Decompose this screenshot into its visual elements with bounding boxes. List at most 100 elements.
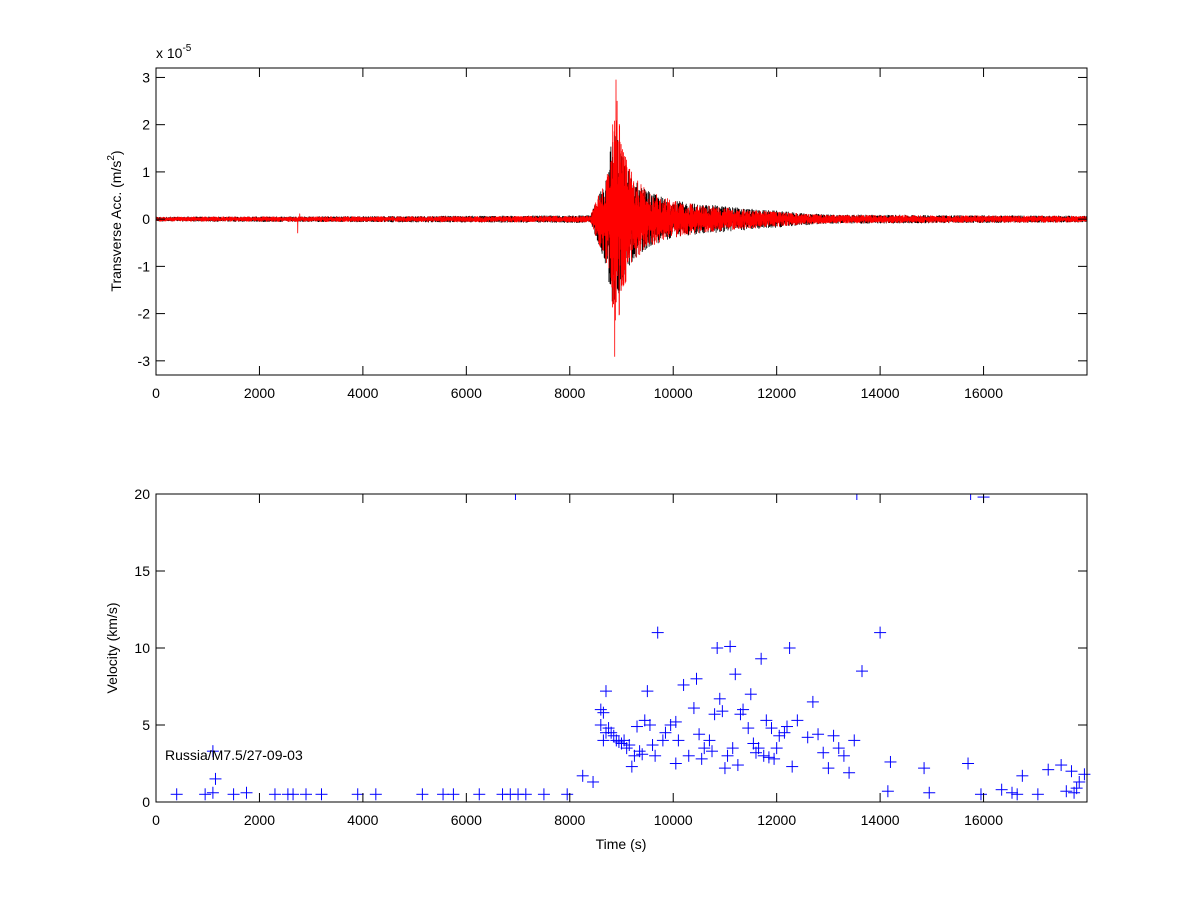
velocity-point — [1068, 786, 1081, 799]
velocity-point — [170, 788, 183, 801]
velocity-point — [437, 788, 450, 801]
velocity-point — [747, 737, 760, 750]
y-tick-label: -3 — [138, 353, 151, 369]
velocity-point — [1065, 765, 1078, 778]
x-tick-label: 2000 — [244, 812, 275, 828]
velocity-point — [806, 695, 819, 708]
y-tick-label: 10 — [134, 640, 150, 656]
velocity-point — [682, 749, 695, 762]
exponent-power: -5 — [182, 43, 191, 54]
y-tick-label: 0 — [142, 211, 150, 227]
velocity-point — [781, 720, 794, 733]
acceleration-panel: 0 2000 4000 6000 8000 10000 12000 14000 16000 -3 -… — [106, 43, 1088, 401]
y-tick-label: -1 — [138, 258, 151, 274]
velocity-point — [783, 642, 796, 654]
velocity-point — [638, 714, 651, 727]
velocity-point — [731, 759, 744, 772]
velocity-point — [209, 772, 222, 785]
velocity-point — [646, 739, 659, 752]
x-tick-label: 12000 — [757, 385, 796, 401]
velocity-point — [561, 788, 574, 801]
event-annotation: Russia/M7.5/27-09-03 — [165, 747, 303, 763]
velocity-point — [447, 788, 460, 801]
velocity-point — [651, 626, 664, 639]
velocity-point — [726, 742, 739, 755]
ylabel-superscript: 2 — [106, 155, 117, 161]
velocity-point — [718, 762, 731, 775]
velocity-point — [778, 726, 791, 739]
velocity-point — [602, 722, 615, 735]
velocity-point — [884, 755, 897, 768]
velocity-point — [734, 708, 747, 721]
velocity-point — [287, 788, 300, 801]
velocity-point — [791, 714, 804, 727]
velocity-point — [721, 749, 734, 762]
velocity-point — [757, 749, 770, 762]
velocity-point — [1011, 788, 1024, 801]
velocity-point — [765, 722, 778, 735]
velocity-point — [299, 788, 312, 801]
velocity-point — [620, 742, 633, 755]
velocity-point — [605, 726, 618, 739]
ylabel-close: ) — [108, 150, 124, 155]
velocity-point — [612, 735, 625, 748]
velocity-point — [716, 705, 729, 718]
velocity-point — [519, 788, 532, 801]
velocity-point — [762, 751, 775, 764]
velocity-point — [576, 769, 589, 782]
velocity-point — [623, 739, 636, 752]
velocity-point — [837, 749, 850, 762]
velocity-point — [1016, 769, 1029, 782]
velocity-point — [848, 734, 861, 747]
velocity-point — [974, 788, 987, 801]
velocity-point — [786, 760, 799, 773]
velocity-point — [537, 788, 550, 801]
x-tick-label: 10000 — [654, 812, 693, 828]
velocity-point — [643, 719, 656, 731]
velocity-point — [708, 708, 721, 721]
velocity-point — [618, 734, 631, 747]
y-tick-label: 20 — [134, 486, 150, 502]
velocity-point — [641, 685, 654, 698]
velocity-point — [268, 788, 281, 801]
x-tick-label: 4000 — [347, 812, 378, 828]
y-tick-label: 2 — [142, 117, 150, 133]
velocity-point — [874, 626, 887, 639]
x-tick-label: 0 — [152, 812, 160, 828]
velocity-point — [597, 734, 610, 747]
y-tick-label: 3 — [142, 69, 150, 85]
ylabel-main: Transverse Acc. (m/s — [108, 161, 124, 292]
velocity-panel: 0 2000 4000 6000 8000 10000 12000 14000 16000 0 5 1… — [104, 486, 1091, 852]
velocity-point — [1042, 763, 1055, 776]
x-tick-label: 14000 — [861, 385, 900, 401]
velocity-point — [669, 757, 682, 770]
velocity-point — [659, 726, 672, 739]
velocity-point — [351, 788, 364, 801]
velocity-point — [752, 742, 765, 755]
velocity-point — [615, 737, 628, 750]
velocity-point — [812, 728, 825, 741]
velocity-point — [594, 719, 607, 731]
y-tick-label: 15 — [134, 563, 150, 579]
velocity-point — [240, 786, 253, 799]
velocity-point — [827, 729, 840, 742]
velocity-point — [923, 786, 936, 799]
velocity-point — [695, 752, 708, 765]
velocity-point — [724, 640, 737, 653]
velocity-point — [369, 788, 382, 801]
velocity-point — [315, 788, 328, 801]
velocity-point — [698, 742, 711, 755]
velocity-point — [594, 703, 607, 716]
velocity-point — [649, 749, 662, 762]
velocity-point — [1055, 759, 1068, 772]
acceleration-plot-area — [156, 79, 1087, 357]
velocity-y-axis-label: Velocity (km/s) — [104, 602, 120, 693]
velocity-point — [856, 665, 869, 678]
velocity-plot-area — [170, 493, 1091, 801]
velocity-point — [843, 766, 856, 779]
velocity-point — [227, 788, 240, 801]
velocity-point — [599, 685, 612, 698]
velocity-point — [669, 715, 682, 728]
velocity-point — [687, 702, 700, 715]
